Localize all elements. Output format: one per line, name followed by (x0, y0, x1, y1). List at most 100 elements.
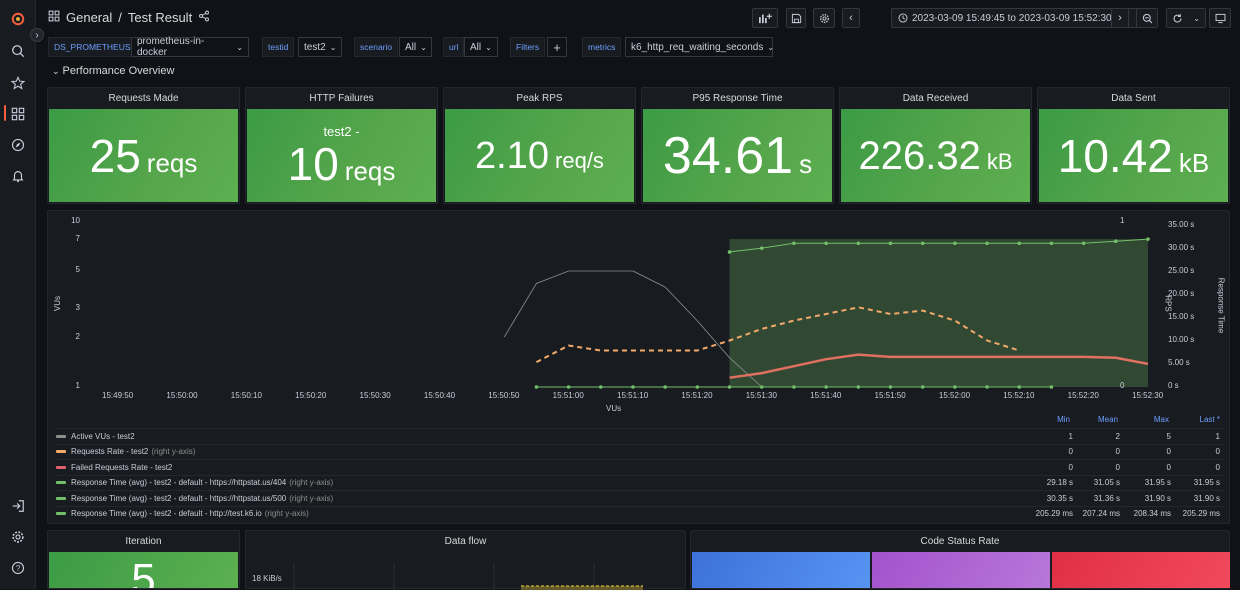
variable-label-scenario: scenario (354, 37, 399, 57)
stat-panel-data-sent[interactable]: Data Sent 10.42 kB (1037, 87, 1230, 204)
refresh-button[interactable]: ⌄ (1166, 8, 1206, 28)
legend-header-mean[interactable]: Mean (1097, 415, 1118, 424)
legend-value-max: 5 (1166, 431, 1171, 441)
legend-row[interactable]: Response Time (avg) - test2 - default - … (56, 490, 1224, 505)
legend-series-name: Response Time (avg) - test2 - default - … (71, 509, 262, 518)
variable-label-filters: Filters (510, 37, 546, 57)
share-icon[interactable] (198, 10, 210, 25)
variable-value: All (405, 41, 417, 53)
stat-title: Peak RPS (516, 92, 563, 104)
legend-row[interactable]: Response Time (avg) - test2 - default - … (56, 474, 1224, 490)
legend-value-min: 205.29 ms (1035, 509, 1073, 518)
zoom-out-button[interactable] (1136, 8, 1158, 28)
dashboard-settings-button[interactable] (813, 8, 835, 28)
data-flow-panel[interactable]: Data flow 18 KiB/s (245, 530, 686, 590)
legend-row[interactable]: Response Time (avg) - test2 - default - … (56, 505, 1224, 521)
stat-unit: kB (1178, 147, 1210, 178)
help-icon[interactable]: ? (8, 558, 28, 578)
stat-panel-requests-made[interactable]: Requests Made 25 reqs (47, 87, 240, 204)
variables-bar: DS_PROMETHEUS prometheus-in-docker ⌄ test… (36, 36, 1240, 59)
stat-title: Data Sent (1111, 92, 1156, 104)
legend-swatch (56, 496, 66, 500)
response-time-y-tick: 30.00 s (1168, 243, 1195, 252)
time-range-picker[interactable]: 2023-03-09 15:49:45 to 2023-03-09 15:52:… (891, 8, 1147, 28)
legend-value-mean: 31.36 s (1093, 493, 1120, 503)
dashboards-icon (48, 10, 60, 25)
stat-panel-http-failures[interactable]: HTTP Failures test2 - 10 reqs (245, 87, 438, 204)
stat-title: Requests Made (108, 92, 179, 104)
legend-header-min[interactable]: Min (1057, 415, 1070, 424)
data-point (1017, 385, 1022, 389)
legend-swatch (56, 512, 66, 515)
time-series-chart[interactable] (48, 211, 1231, 411)
iteration-panel[interactable]: Iteration 5 (47, 530, 240, 589)
rps-axis-title: RPS (1163, 295, 1173, 312)
chevron-down-icon: ⌄ (1193, 13, 1200, 23)
stat-body: 10.42 kB (1039, 109, 1228, 202)
legend-row[interactable]: Requests Rate - test2 (right y-axis) 0 0 0 0 (56, 443, 1224, 459)
rps-y-tick: 1 (1120, 216, 1125, 225)
row-header-performance-overview[interactable]: ⌄ Performance Overview (52, 65, 174, 77)
x-tick-label: 15:52:20 (1067, 391, 1099, 400)
variable-select-testid[interactable]: test2 ⌄ (298, 37, 342, 57)
legend-row[interactable]: Active VUs - test2 1 2 5 1 (56, 428, 1224, 443)
stat-panel-data-received[interactable]: Data Received 226.32 kB (839, 87, 1032, 204)
grafana-logo-icon[interactable] (8, 9, 28, 29)
code-status-rate-panel[interactable]: Code Status Rate (690, 530, 1230, 589)
variable-value: prometheus-in-docker (137, 36, 205, 58)
chevron-down-icon: ⌄ (329, 42, 337, 52)
save-dashboard-button[interactable] (786, 8, 806, 28)
stat-body: test2 - 10 reqs (247, 109, 436, 202)
page-title[interactable]: Test Result (127, 10, 193, 25)
data-point (1081, 241, 1086, 246)
rps-y-tick: 0 (1120, 381, 1125, 390)
data-point (824, 385, 828, 389)
stat-panel-p95-response-time[interactable]: P95 Response Time 34.61 s (641, 87, 834, 204)
time-back-button[interactable]: ‹ (842, 8, 860, 28)
legend-header-max[interactable]: Max (1153, 415, 1169, 424)
data-point (920, 241, 925, 246)
refresh-icon (1173, 13, 1182, 22)
legend-value-max: 31.90 s (1144, 493, 1171, 503)
variable-select-datasource[interactable]: prometheus-in-docker ⌄ (131, 36, 249, 58)
view-mode-button[interactable] (1209, 8, 1231, 28)
stat-panel-peak-rps[interactable]: Peak RPS 2.10 req/s (443, 87, 636, 204)
sidebar-expand-button[interactable]: › (30, 28, 44, 42)
legend-value-max: 208.34 ms (1133, 509, 1171, 518)
variable-select-url[interactable]: All ⌄ (464, 37, 498, 57)
data-point (824, 241, 828, 246)
chevron-down-icon: ⌄ (485, 42, 492, 52)
response-time-y-tick: 25.00 s (1168, 266, 1195, 275)
explore-icon[interactable] (8, 135, 28, 155)
data-point (1049, 241, 1054, 246)
variable-select-metrics[interactable]: k6_http_req_waiting_seconds ⌄ (625, 37, 774, 57)
x-tick-label: 15:50:40 (423, 391, 456, 400)
active-indicator (4, 105, 6, 121)
gear-icon[interactable] (8, 527, 28, 547)
legend-header-last[interactable]: Last * (1199, 415, 1220, 424)
time-forward-button[interactable]: › (1111, 8, 1129, 28)
add-panel-button[interactable] (752, 8, 778, 28)
data-point (792, 241, 796, 246)
breadcrumb-folder[interactable]: General (66, 10, 113, 25)
stat-title: Data Received (902, 92, 969, 104)
stat-value: 25 (89, 129, 141, 182)
search-icon[interactable] (8, 41, 28, 61)
legend-row[interactable]: Failed Requests Rate - test2 0 0 0 0 (56, 459, 1224, 474)
data-point (1017, 241, 1022, 246)
variable-label-testid: testid (262, 37, 295, 57)
sign-in-icon[interactable] (8, 496, 28, 516)
dashboards-icon[interactable] (8, 104, 28, 124)
stat-value: 5 (131, 555, 156, 589)
add-filter-button[interactable]: + (547, 37, 567, 57)
legend-value-max: 0 (1166, 462, 1171, 472)
x-tick-label: 15:51:00 (552, 391, 584, 400)
alerting-icon[interactable] (8, 166, 28, 186)
legend-value-mean: 0 (1115, 447, 1120, 456)
data-point (1114, 239, 1118, 243)
variable-select-scenario[interactable]: All ⌄ (399, 37, 432, 57)
star-icon[interactable] (8, 73, 28, 93)
legend-value-min: 29.18 s (1046, 478, 1073, 487)
data-point (695, 385, 700, 389)
